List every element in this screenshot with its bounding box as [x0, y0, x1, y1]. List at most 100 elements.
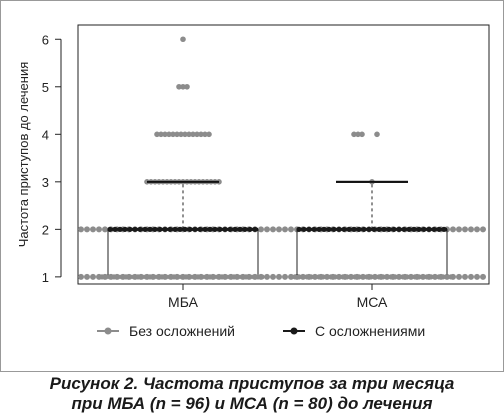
grey-point-1-dense	[436, 274, 442, 280]
grey-point-1-dense	[179, 274, 185, 280]
grey-point-2	[450, 226, 456, 233]
dark-point-2	[326, 226, 332, 232]
dark-point-2	[192, 226, 198, 232]
grey-point-1-dense	[119, 274, 125, 280]
dark-point-2	[356, 226, 362, 232]
grey-point-1-dense	[428, 274, 434, 280]
grey-point-1-dense	[215, 274, 221, 280]
dark-point-2	[137, 226, 143, 232]
grey-point-1-dense	[99, 274, 105, 280]
outlier-mba-5	[176, 83, 182, 90]
dark-point-2	[321, 226, 327, 232]
grey-point-1-dense	[211, 274, 217, 280]
dark-point-2	[366, 226, 372, 232]
outlier-mba-4	[166, 131, 172, 138]
dark-point-2	[311, 226, 317, 232]
grey-point-1-dense	[408, 274, 414, 280]
grey-point-1-dense	[372, 274, 378, 280]
grey-point-1-dense	[183, 274, 189, 280]
grey-point-2	[276, 226, 282, 233]
grey-point-1	[462, 273, 468, 280]
figure-caption: Рисунок 2. Частота приступов за три меся…	[0, 374, 504, 414]
grey-point-1-dense	[396, 274, 402, 280]
grey-point-1-dense	[191, 274, 197, 280]
grey-point-1-dense	[203, 274, 209, 280]
dark-point-2	[152, 226, 158, 232]
dark-point-2	[306, 226, 312, 232]
grey-point-1-dense	[416, 274, 422, 280]
grey-point-1-dense	[312, 274, 318, 280]
dark-point-2	[252, 226, 258, 232]
outlier-mba-4	[202, 131, 208, 138]
dark-point-2	[187, 226, 193, 232]
grey-point-1-dense	[448, 274, 454, 280]
grey-point-2	[90, 226, 96, 233]
dark-point-2	[157, 226, 163, 232]
dark-point-2	[406, 226, 412, 232]
grey-point-1-dense	[243, 274, 249, 280]
dark-point-2	[172, 226, 178, 232]
y-tick-label-3: 3	[42, 175, 49, 190]
grey-point-1	[468, 273, 474, 280]
outlier-mba-4	[154, 131, 160, 138]
grey-point-1-dense	[328, 274, 334, 280]
dark-point-2	[296, 226, 302, 232]
dark-point-2	[222, 226, 228, 232]
dark-point-2	[376, 226, 382, 232]
dark-point-2	[336, 226, 342, 232]
plot-frame	[77, 24, 490, 285]
caption-line-2: при МБА (n = 96) и МСА (n = 80) до лечен…	[71, 394, 433, 413]
grey-point-1-dense	[207, 274, 213, 280]
grey-point-2	[474, 226, 480, 233]
grey-point-1-dense	[392, 274, 398, 280]
dark-point-2	[237, 226, 243, 232]
outlier-mba-4	[190, 131, 196, 138]
grey-point-1-dense	[432, 274, 438, 280]
x-tick-label-1: МСА	[357, 294, 388, 310]
grey-point-1-dense	[400, 274, 406, 280]
outlier-mba-4	[198, 131, 204, 138]
dark-point-2	[381, 226, 387, 232]
grey-point-1-dense	[292, 274, 298, 280]
outlier-mba-5	[180, 83, 186, 90]
dark-point-2	[431, 226, 437, 232]
dark-point-2	[421, 226, 427, 232]
grey-point-2	[288, 226, 294, 233]
grey-point-1-dense	[384, 274, 390, 280]
grey-point-1-dense	[135, 274, 141, 280]
outlier-mba-4	[158, 131, 164, 138]
dark-point-2	[122, 226, 128, 232]
outlier-mca-4	[355, 131, 361, 138]
grey-point-1-dense	[348, 274, 354, 280]
outlier-mba-6	[180, 36, 186, 43]
dark-point-2	[112, 226, 118, 232]
dark-point-2	[167, 226, 173, 232]
grey-point-1-dense	[151, 274, 157, 280]
dark-point-2	[396, 226, 402, 232]
grey-point-1-dense	[300, 274, 306, 280]
outlier-mba-4	[174, 131, 180, 138]
grey-point-1-dense	[175, 274, 181, 280]
grey-point-2	[102, 226, 108, 233]
dark-point-2	[441, 226, 447, 232]
grey-point-1-dense	[247, 274, 253, 280]
grey-point-2	[96, 226, 102, 233]
outlier-mba-4	[186, 131, 192, 138]
grey-point-1	[480, 273, 486, 280]
grey-point-1-dense	[223, 274, 229, 280]
dark-point-2	[436, 226, 442, 232]
grey-point-1-dense	[288, 274, 294, 280]
grey-point-1	[456, 273, 462, 280]
grey-point-2	[480, 226, 486, 233]
dark-point-2	[132, 226, 138, 232]
grey-point-1-dense	[219, 274, 225, 280]
dark-point-2	[391, 226, 397, 232]
dark-point-2	[197, 226, 203, 232]
box-0	[107, 228, 259, 278]
grey-point-1-dense	[123, 274, 129, 280]
dark-point-2	[177, 226, 183, 232]
grey-point-1-dense	[251, 274, 257, 280]
grey-point-1-dense	[159, 274, 165, 280]
grey-point-1-dense	[356, 274, 362, 280]
dark-point-2	[247, 226, 253, 232]
